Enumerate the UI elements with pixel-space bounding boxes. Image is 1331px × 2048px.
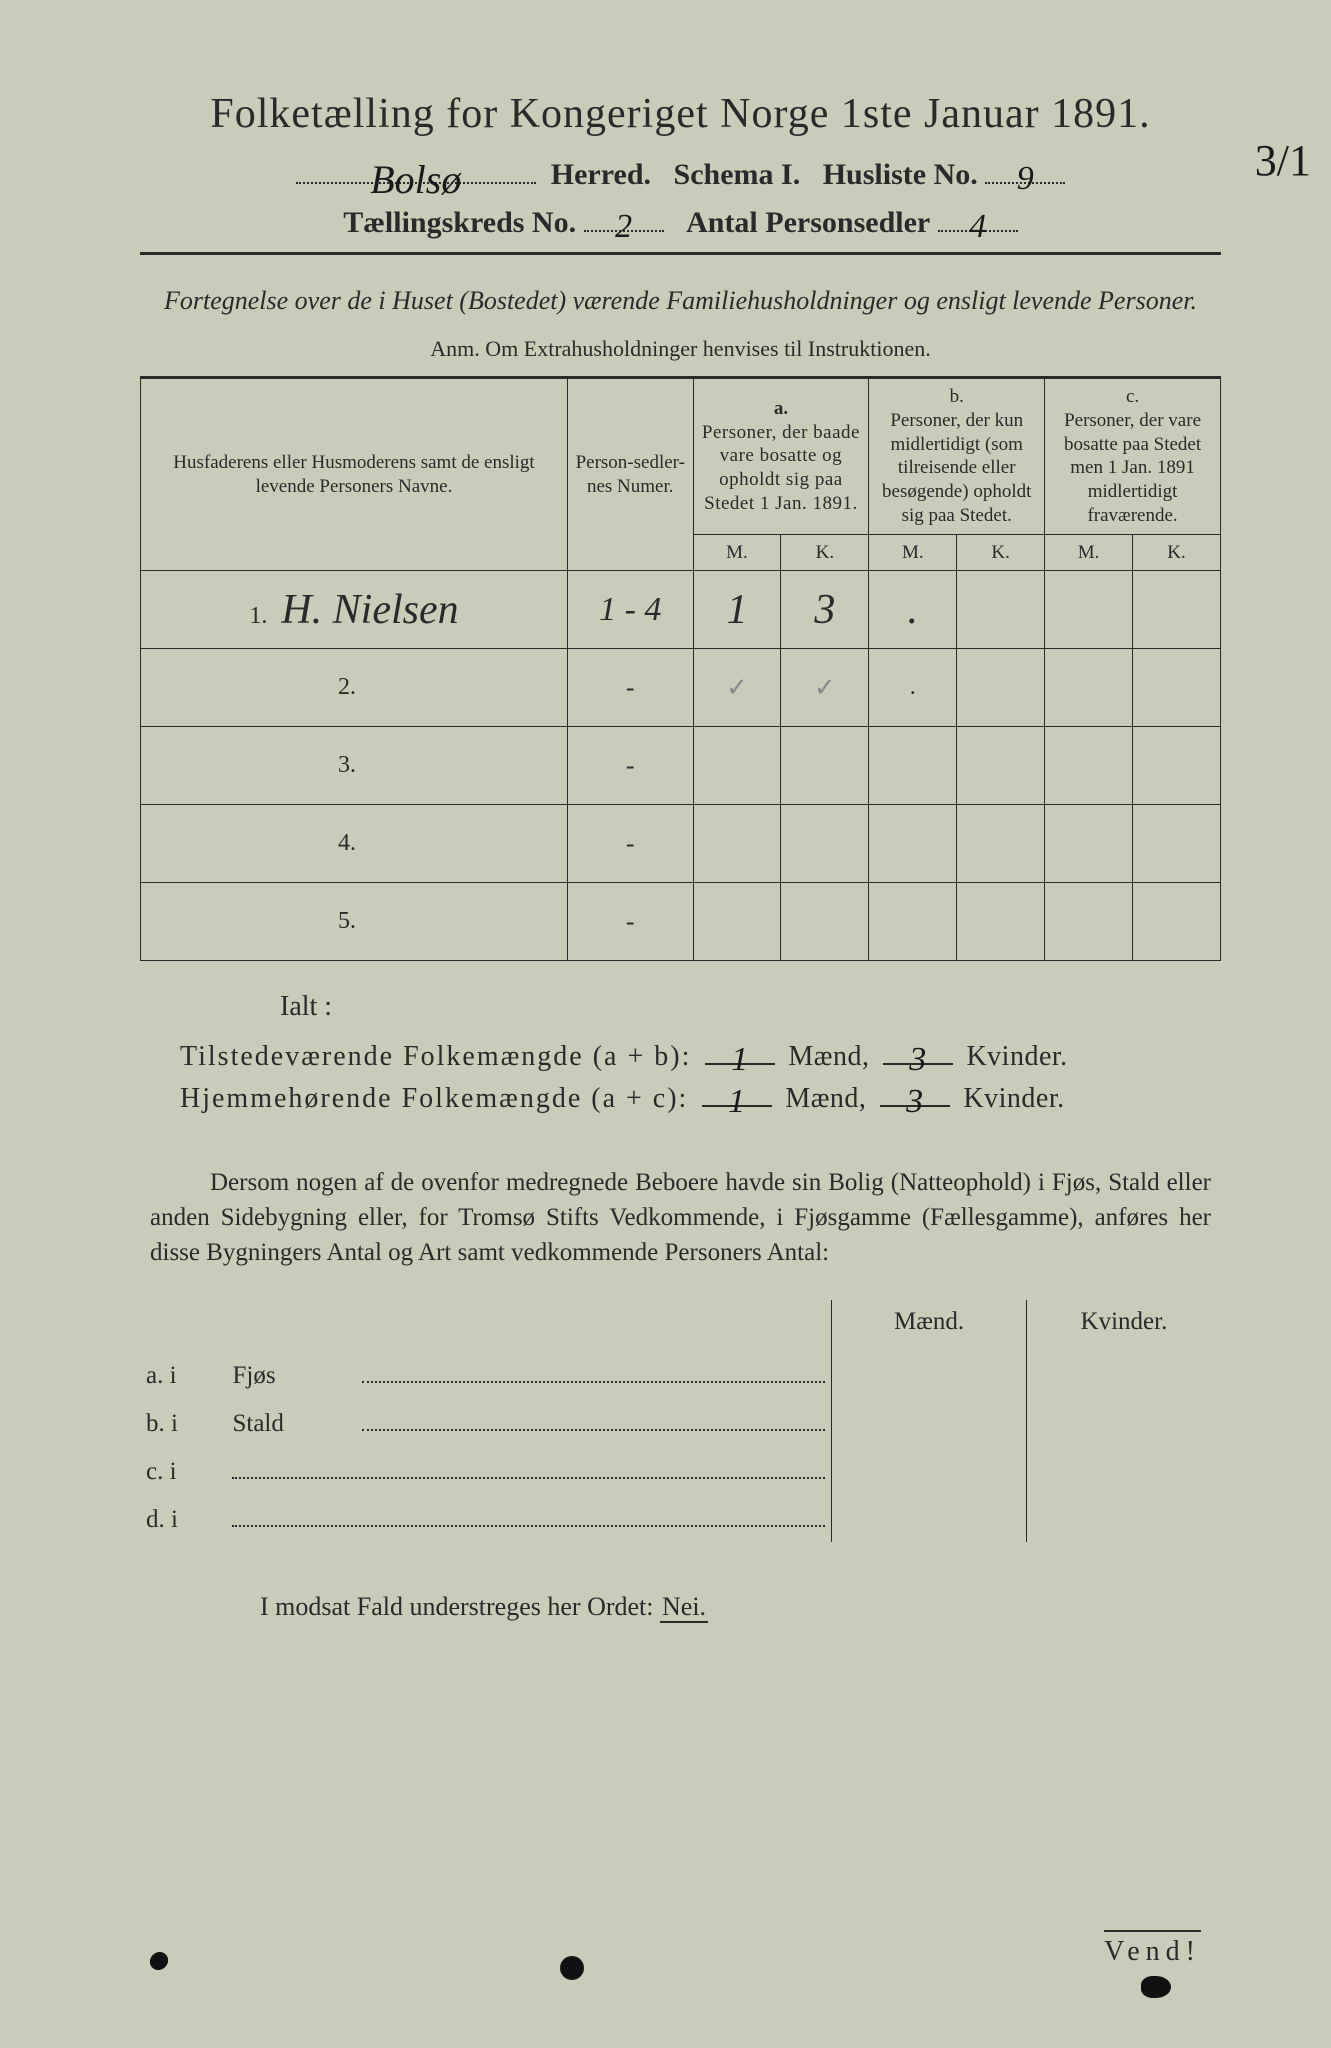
personsedler-label: Antal Personsedler xyxy=(686,206,930,239)
kreds-field: 2 xyxy=(584,230,664,232)
present-k: 3 xyxy=(883,1041,953,1079)
ink-blot-icon xyxy=(148,1951,169,1971)
kvinder-label: Kvinder. xyxy=(963,1083,1064,1114)
resident-k: 3 xyxy=(880,1083,950,1121)
nei-word: Nei. xyxy=(660,1592,708,1623)
margin-annotation: 3/1 xyxy=(1255,135,1311,186)
household-table: Husfaderens eller Husmoderens samt de en… xyxy=(140,376,1221,961)
page-title: Folketælling for Kongeriget Norge 1ste J… xyxy=(140,90,1221,138)
herred-field: Bolsø xyxy=(296,182,536,184)
col-a-top: a. Personer, der baade vare bosatte og o… xyxy=(693,378,869,535)
personsedler-field: 4 xyxy=(938,230,1018,232)
present-label: Tilstedeværende Folkemængde (a + b): xyxy=(180,1041,691,1072)
totals-present: Tilstedeværende Folkemængde (a + b): 1 M… xyxy=(180,1041,1221,1073)
col-b-k: K. xyxy=(957,534,1045,571)
resident-m: 1 xyxy=(702,1083,772,1121)
totals-resident: Hjemmehørende Folkemængde (a + c): 1 Mæn… xyxy=(180,1083,1221,1115)
bldg-head-k: Kvinder. xyxy=(1026,1300,1221,1350)
col-c-m: M. xyxy=(1045,534,1133,571)
col-b-m: M. xyxy=(869,534,957,571)
col-num-header: Person-sedler-nes Numer. xyxy=(567,378,693,571)
resident-label: Hjemmehørende Folkemængde (a + c): xyxy=(180,1083,688,1114)
col-a-m: M. xyxy=(693,534,781,571)
bldg-row: c. i xyxy=(140,1446,1221,1494)
maend-label: Mænd, xyxy=(785,1083,866,1114)
header-line-kreds: Tællingskreds No. 2 Antal Personsedler 4 xyxy=(140,206,1221,240)
bldg-row: a. i Fjøs xyxy=(140,1350,1221,1398)
vend-label: Vend! xyxy=(1104,1930,1201,1968)
table-row: 5. - xyxy=(141,883,1221,961)
col-c-top: c. Personer, der vare bosatte paa Stedet… xyxy=(1045,378,1221,535)
herred-value: Bolsø xyxy=(296,156,536,203)
bldg-row: b. i Stald xyxy=(140,1398,1221,1446)
kreds-value: 2 xyxy=(584,208,664,246)
maend-label: Mænd, xyxy=(788,1041,869,1072)
herred-label: Herred. xyxy=(551,158,651,191)
kreds-label: Tællingskreds No. xyxy=(343,206,576,239)
bldg-head-m: Mænd. xyxy=(832,1300,1027,1350)
ialt-label: Ialt : xyxy=(280,991,1221,1023)
personsedler-value: 4 xyxy=(938,208,1018,246)
subtitle: Fortegnelse over de i Huset (Bostedet) v… xyxy=(140,283,1221,318)
col-c-k: K. xyxy=(1133,534,1221,571)
header-line-herred: Bolsø Herred. Schema I. Husliste No. 9 xyxy=(140,158,1221,192)
schema-label: Schema I. xyxy=(674,158,801,191)
husliste-field: 9 xyxy=(985,182,1065,184)
bldg-row: d. i xyxy=(140,1494,1221,1542)
kvinder-label: Kvinder. xyxy=(966,1041,1067,1072)
buildings-table: Mænd. Kvinder. a. i Fjøs b. i Stald c. i… xyxy=(140,1300,1221,1542)
husliste-value: 9 xyxy=(985,160,1065,198)
col-b-top: b. Personer, der kun midlertidigt (som t… xyxy=(869,378,1045,535)
ink-blot-icon xyxy=(1141,1976,1171,1998)
table-row: 4. - xyxy=(141,805,1221,883)
anm-note: Anm. Om Extrahusholdninger henvises til … xyxy=(140,336,1221,362)
nei-line: I modsat Fald understreges her Ordet: Ne… xyxy=(260,1592,1221,1622)
husliste-label: Husliste No. xyxy=(823,158,978,191)
table-row: 3. - xyxy=(141,727,1221,805)
divider xyxy=(140,252,1221,255)
table-row: 2. - ✓ ✓ . xyxy=(141,649,1221,727)
outbuilding-paragraph: Dersom nogen af de ovenfor medregnede Be… xyxy=(150,1165,1211,1270)
col-name-header: Husfaderens eller Husmoderens samt de en… xyxy=(141,378,568,571)
table-body: 1.H. Nielsen 1 - 4 1 3 . 2. - ✓ ✓ . 3. -… xyxy=(141,571,1221,961)
ink-blot-icon xyxy=(560,1956,584,1980)
present-m: 1 xyxy=(705,1041,775,1079)
table-row: 1.H. Nielsen 1 - 4 1 3 . xyxy=(141,571,1221,649)
col-a-k: K. xyxy=(781,534,869,571)
